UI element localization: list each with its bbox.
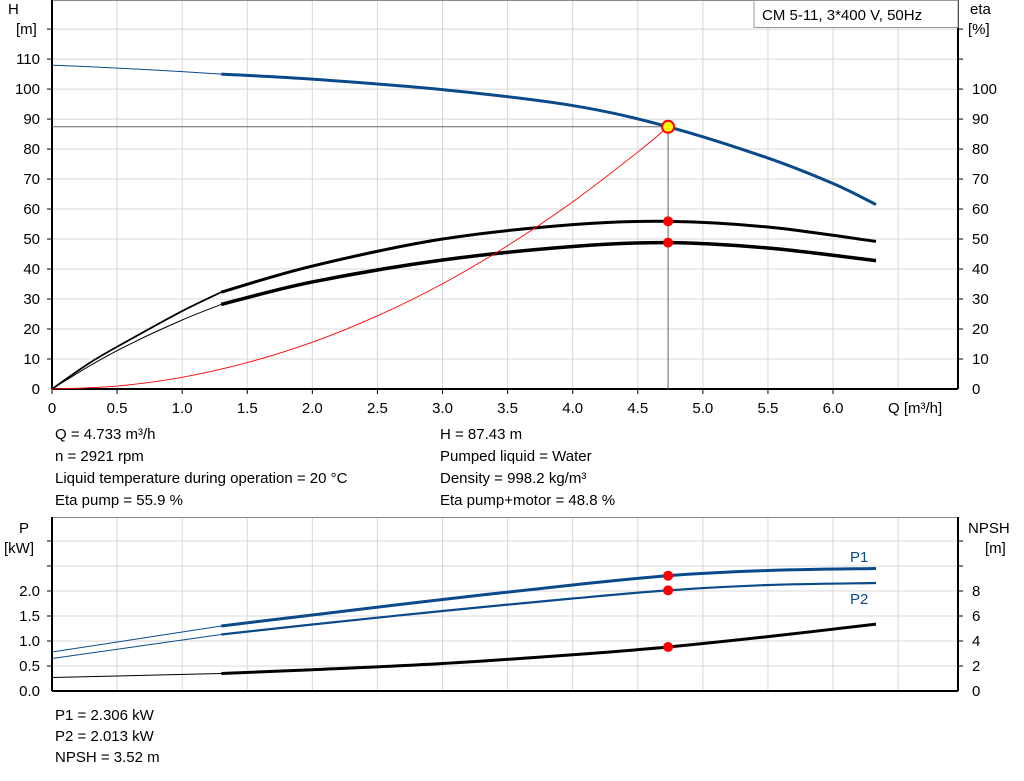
p2-operating-marker (663, 585, 674, 596)
eta_pump_motor-curve (220, 240, 877, 307)
info-left: Q = 4.733 m³/h n = 2921 rpm Liquid tempe… (55, 424, 347, 512)
temperature-value: Liquid temperature during operation = 20… (55, 470, 348, 487)
NPSH-curve (221, 622, 877, 675)
x-tick-label: 0 (48, 400, 56, 417)
eta-pump-operating-marker (663, 216, 674, 227)
right-tick-label: 10 (972, 351, 989, 368)
x-tick-label: 6.0 (823, 400, 844, 417)
right-tick-label: 60 (972, 201, 989, 218)
eta_pump-curve (220, 219, 877, 294)
p1-series-label: P1 (850, 549, 868, 566)
npsh-operating-marker (663, 642, 674, 652)
right-tick-label: 0 (972, 683, 980, 700)
chart-title: CM 5-11, 3*400 V, 50Hz (762, 7, 922, 24)
left-tick-label: 2.0 (19, 583, 40, 600)
eta-axis-unit: [%] (968, 21, 990, 38)
system_curve-curve (51, 126, 669, 390)
eta-axis-label: eta (970, 1, 992, 18)
x-tick-label: 1.0 (172, 400, 193, 417)
h-axis-label: H (8, 1, 19, 18)
left-tick-label: 80 (23, 141, 40, 158)
p-axis-unit: [kW] (4, 540, 34, 557)
x-tick-label: 4.0 (562, 400, 583, 417)
p2-value: P2 = 2.013 kW (55, 728, 154, 745)
npsh-axis-unit: [m] (985, 540, 1006, 557)
H-curve-extrapolated (51, 64, 222, 75)
left-tick-label: 40 (23, 261, 40, 278)
right-tick-label: 6 (972, 608, 980, 625)
title-box: CM 5-11, 3*400 V, 50Hz (753, 0, 959, 28)
h-axis-unit: [m] (16, 21, 37, 38)
eta_pump-curve-extrapolated (51, 291, 222, 390)
x-tick-label: 1.5 (237, 400, 258, 417)
right-tick-label: 0 (972, 381, 980, 398)
right-tick-label: 70 (972, 171, 989, 188)
P1-curve-extrapolated (51, 625, 222, 653)
info-right: H = 87.43 m Pumped liquid = Water Densit… (440, 424, 615, 512)
left-tick-label: 60 (23, 201, 40, 218)
P2-curve (221, 581, 877, 636)
right-tick-label: 40 (972, 261, 989, 278)
P2-curve-extrapolated (51, 634, 222, 659)
x-tick-label: 4.5 (627, 400, 648, 417)
left-tick-label: 10 (23, 351, 40, 368)
x-tick-label: 2.0 (302, 400, 323, 417)
right-tick-label: 80 (972, 141, 989, 158)
P1-curve (221, 567, 877, 628)
left-tick-label: 0 (32, 381, 40, 398)
eta_pump_motor-curve-extrapolated (51, 303, 222, 390)
x-tick-label: 3.5 (497, 400, 518, 417)
head-efficiency-plot: 0 10 20 30 40 50 60 70 80 90 100 110 0 10 20 30 40 50 60 70… (15, 0, 997, 417)
eta-pump-motor-value: Eta pump+motor = 48.8 % (440, 492, 616, 509)
liquid-value: Pumped liquid = Water (440, 448, 592, 465)
left-tick-label: 1.0 (19, 633, 40, 650)
left-tick-label: 30 (23, 291, 40, 308)
right-tick-label: 50 (972, 231, 989, 248)
right-tick-label: 8 (972, 583, 980, 600)
left-tick-label: 1.5 (19, 608, 40, 625)
p-axis-label: P (19, 520, 29, 537)
p2-series-label: P2 (850, 591, 868, 608)
right-tick-label: 90 (972, 111, 989, 128)
left-tick-label: 90 (23, 111, 40, 128)
right-tick-label: 30 (972, 291, 989, 308)
p1-value: P1 = 2.306 kW (55, 707, 154, 724)
right-tick-label: 4 (972, 633, 980, 650)
speed-value: n = 2921 rpm (55, 448, 144, 465)
x-tick-label: 0.5 (107, 400, 128, 417)
flow-value: Q = 4.733 m³/h (55, 426, 156, 443)
operating-point-marker (661, 119, 676, 134)
left-tick-label: 50 (23, 231, 40, 248)
left-tick-label: 0.5 (19, 658, 40, 675)
left-tick-label: 100 (15, 81, 40, 98)
H-curve (221, 72, 877, 206)
q-axis-label: Q [m³/h] (888, 400, 942, 417)
head-value: H = 87.43 m (440, 426, 523, 443)
density-value: Density = 998.2 kg/m³ (440, 470, 587, 487)
npsh-value: NPSH = 3.52 m (55, 749, 160, 766)
x-tick-label: 2.5 (367, 400, 388, 417)
eta-pump-motor-operating-marker (663, 237, 674, 248)
right-tick-label: 20 (972, 321, 989, 338)
right-tick-label: 2 (972, 658, 980, 675)
power-npsh-plot: 0.0 0.5 1.0 1.5 2.0 0 2 4 6 8 (19, 517, 980, 700)
NPSH-curve-extrapolated (51, 673, 222, 678)
right-tick-label: 100 (972, 81, 997, 98)
left-tick-label: 70 (23, 171, 40, 188)
x-tick-label: 5.0 (692, 400, 713, 417)
x-tick-label: 5.5 (758, 400, 779, 417)
npsh-axis-label: NPSH (968, 520, 1010, 537)
left-tick-label: 20 (23, 321, 40, 338)
left-tick-label: 0.0 (19, 683, 40, 700)
x-tick-label: 3.0 (432, 400, 453, 417)
left-tick-label: 110 (16, 51, 40, 68)
p1-operating-marker (663, 570, 674, 581)
info-bottom: P1 = 2.306 kW P2 = 2.013 kW NPSH = 3.52 … (55, 705, 160, 768)
eta-pump-value: Eta pump = 55.9 % (55, 492, 183, 509)
